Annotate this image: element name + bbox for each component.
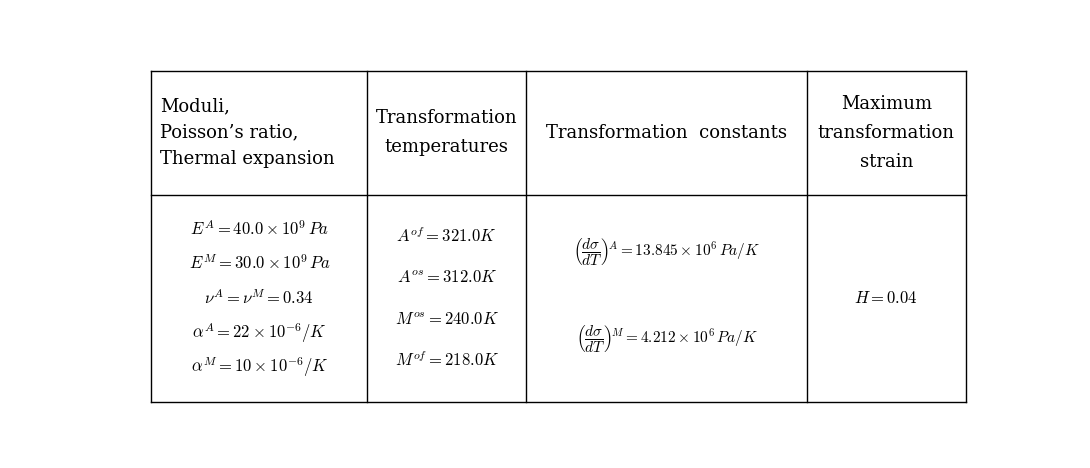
Text: Transformation
temperatures: Transformation temperatures [376,109,518,156]
Text: Maximum
transformation
strain: Maximum transformation strain [818,95,955,171]
Text: $M^{of}=218.0K$: $M^{of}=218.0K$ [395,351,499,370]
Text: $\left(\dfrac{d\sigma}{dT}\right)^{\!M}=4.212\times10^{6}\,Pa/K$: $\left(\dfrac{d\sigma}{dT}\right)^{\!M}=… [576,324,758,355]
Text: $E^{A}=40.0\times10^{9}\,Pa$: $E^{A}=40.0\times10^{9}\,Pa$ [190,220,329,239]
Text: Moduli,
Poisson’s ratio,
Thermal expansion: Moduli, Poisson’s ratio, Thermal expansi… [160,97,335,168]
Text: $\nu^{A}=\nu^{M}=0.34$: $\nu^{A}=\nu^{M}=0.34$ [205,289,314,308]
Text: $A^{of}=321.0K$: $A^{of}=321.0K$ [397,227,497,246]
Text: Transformation  constants: Transformation constants [546,124,787,142]
Text: $\alpha^{M}=10\times10^{-6}/K$: $\alpha^{M}=10\times10^{-6}/K$ [191,356,328,380]
Text: $A^{os}=312.0K$: $A^{os}=312.0K$ [397,269,497,286]
Text: $M^{os}=240.0K$: $M^{os}=240.0K$ [395,311,498,328]
Text: $\alpha^{A}=22\times10^{-6}/K$: $\alpha^{A}=22\times10^{-6}/K$ [192,321,327,345]
Text: $H=0.04$: $H=0.04$ [855,290,918,307]
Text: $\left(\dfrac{d\sigma}{dT}\right)^{\!A}=13.845\times10^{6}\,Pa/K$: $\left(\dfrac{d\sigma}{dT}\right)^{\!A}=… [573,237,760,269]
Text: $E^{M}=30.0\times10^{9}\,Pa$: $E^{M}=30.0\times10^{9}\,Pa$ [189,255,330,273]
